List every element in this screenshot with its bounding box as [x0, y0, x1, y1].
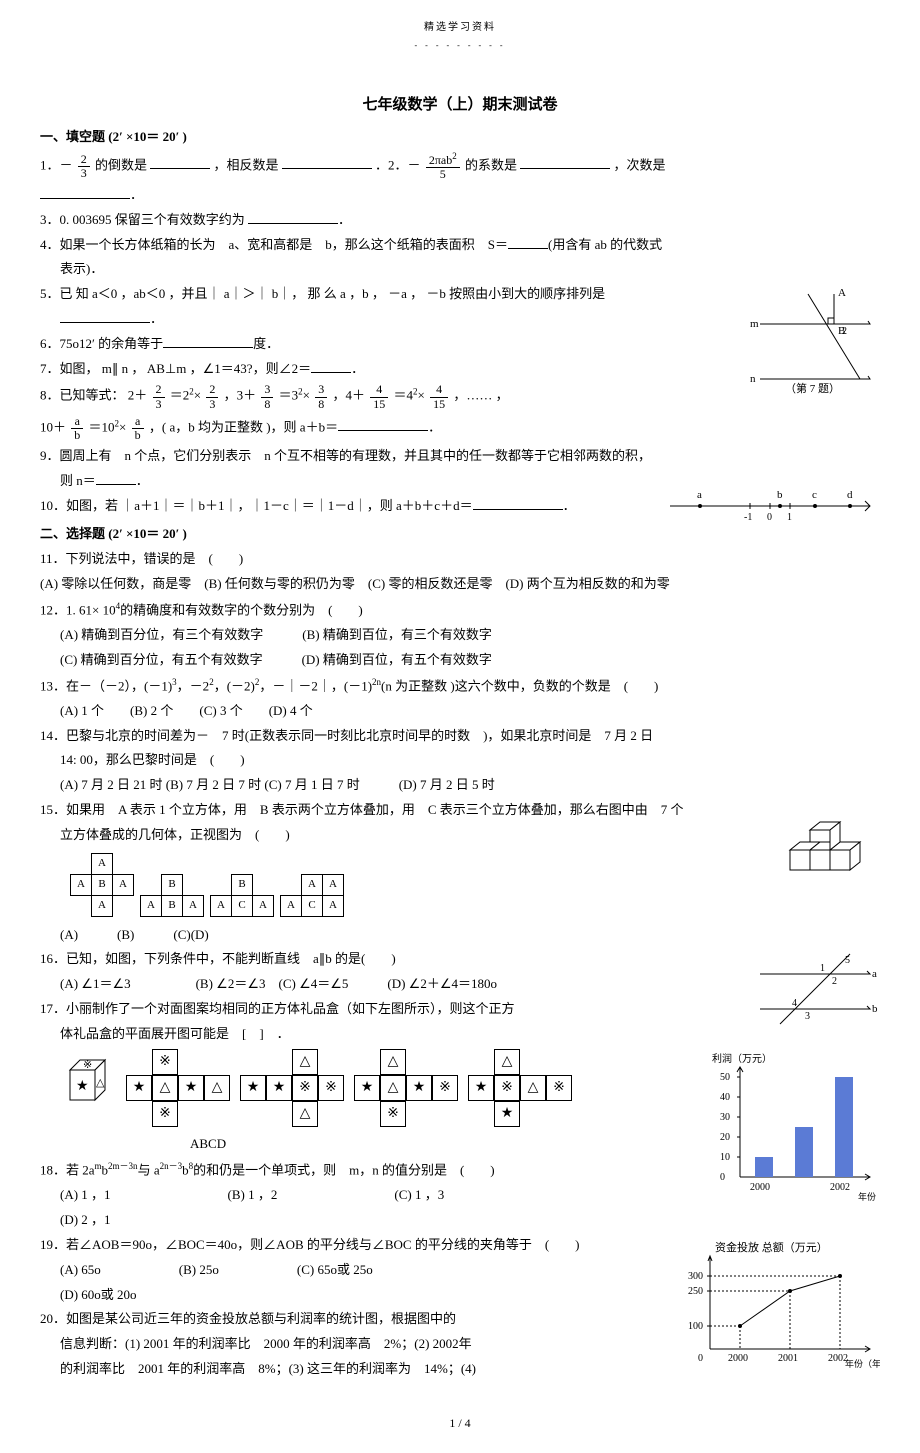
svg-text:※: ※: [83, 1059, 92, 1071]
q15: 15．如果用 A 表示 1 个立方体，用 B 表示两个立方体叠加，用 C 表示三…: [40, 800, 880, 821]
svg-text:△: △: [96, 1077, 105, 1089]
q12-l1: (A) 精确到百分位，有三个有效数字 (B) 精确到百位，有三个有效数字: [60, 625, 880, 646]
q16: 16．已知，如图，下列条件中，不能判断直线 a∥b 的是( ): [40, 949, 880, 970]
q9b: 则 n＝．: [60, 471, 880, 492]
q12: 12．1. 61× 104的精确度和有效数字的个数分别为 ( ): [40, 599, 880, 621]
blank: [60, 309, 150, 323]
q11-opts: (A) 零除以任何数，商是零 (B) 任何数与零的积仍为零 (C) 零的相反数还…: [40, 574, 880, 595]
q18-opts: (A) 1 ，1 (B) 1 ，2 (C) 1 ，3: [60, 1185, 880, 1206]
gift-labels: ABCD: [190, 1134, 880, 1155]
q17b: 体礼品盒的平面展开图可能是 [ ] ．: [60, 1024, 880, 1045]
q14-opts: (A) 7 月 2 日 21 时 (B) 7 月 2 日 7 时 (C) 7 月…: [60, 775, 880, 796]
net-C: △★△★※※: [355, 1050, 459, 1128]
q14: 14．巴黎与北京的时间差为－ 7 时(正数表示同一时刻比北京时间早的时数 )，如…: [40, 726, 880, 747]
q19-optd: (D) 60o或 20o: [60, 1285, 880, 1306]
q14b: 14: 00，那么巴黎时间是 ( ): [60, 750, 880, 771]
choice-B: B ABA: [140, 875, 204, 917]
blank: [150, 155, 210, 169]
q1-frac2: 2πab25: [426, 152, 460, 181]
header-small: 精选学习资料: [40, 20, 880, 36]
blank: [338, 417, 428, 431]
blank: [520, 155, 610, 169]
blank: [282, 155, 372, 169]
net-A: ※★△★△※: [127, 1050, 231, 1128]
q5b: ．: [60, 309, 880, 330]
blank: [473, 496, 563, 510]
net-D: △★※△※★: [469, 1050, 573, 1128]
q20b: 信息判断：(1) 2001 年的利润率比 2000 年的利润率高 2%；(2) …: [60, 1334, 880, 1355]
q20c: 的利润率比 2001 年的利润率高 8%；(3) 这三年的利润率为 14%；(4…: [60, 1359, 880, 1380]
gift-cube: ★ ※ △: [60, 1050, 115, 1110]
svg-text:利润（万元）: 利润（万元）: [712, 1052, 772, 1065]
q1: 1．－ 23 的倒数是 ，相反数是 ．2．－ 2πab25 的系数是 ，次数是: [40, 152, 880, 181]
blank: [311, 359, 351, 373]
svg-text:50: 50: [720, 1072, 730, 1083]
choice-C: B ACA: [210, 875, 274, 917]
section-fill-head: 一、填空题 (2′ ×10＝ 20′ ): [40, 127, 880, 148]
choice-A: A ABA A: [70, 854, 134, 917]
q15-choices: A ABA A B ABA B ACA AA ACA: [70, 854, 760, 917]
q13-opts: (A) 1 个 (B) 2 个 (C) 3 个 (D) 4 个: [60, 701, 880, 722]
q18: 18．若 2amb2m－3n与 a2n－3b8的和仍是一个单项式，则 m，n 的…: [40, 1159, 880, 1181]
q11: 11．下列说法中，错误的是 ( ): [40, 549, 880, 570]
q15-labels: (A) (B) (C)(D): [60, 925, 880, 946]
svg-text:★: ★: [76, 1079, 89, 1094]
blank: [96, 471, 136, 485]
svg-text:40: 40: [720, 1092, 730, 1103]
blank: [40, 185, 130, 199]
choice-D: AA ACA: [280, 875, 344, 917]
page-title: 七年级数学（上）期末测试卷: [40, 93, 880, 117]
q3: 3．0. 003695 保留三个有效数字约为 ．: [40, 210, 880, 231]
blank: [248, 210, 338, 224]
q8: 8．已知等式： 2＋ 23 ＝22× 23 ，3＋ 38 ＝32× 38 ，4＋…: [40, 383, 880, 410]
q18-optd: (D) 2 ，1: [60, 1210, 880, 1231]
section-choice-head: 二、选择题 (2′ ×10＝ 20′ ): [40, 524, 880, 545]
q7: 7．如图， m∥ n ， AB⊥m ，∠1＝43?，则∠2＝．: [40, 359, 880, 380]
net-B: △★★※※△: [241, 1050, 345, 1128]
q1-frac1: 23: [78, 153, 90, 180]
q6: 6．75o12′ 的余角等于度．: [40, 334, 880, 355]
blank: [508, 235, 548, 249]
q15b: 立方体叠成的几何体，正视图为 ( ): [60, 825, 880, 846]
gift-nets: ★ ※ △ ※★△★△※△★★※※△△★△★※※△★※△※★: [60, 1050, 700, 1128]
header-dots: - - - - - - - - -: [40, 40, 880, 53]
q10: 10．如图，若 ｜a＋1｜＝｜b＋1｜，｜1－c｜＝｜1－d｜，则 a＋b＋c＋…: [40, 496, 880, 517]
q4b: 表示)．: [60, 259, 880, 280]
q19: 19．若∠AOB＝90o，∠BOC＝40o，则∠AOB 的平分线与∠BOC 的平…: [40, 1235, 880, 1256]
q4: 4．如果一个长方体纸箱的长为 a、宽和高都是 b，那么这个纸箱的表面积 S＝(用…: [40, 235, 880, 256]
q16-opts: (A) ∠1＝∠3 (B) ∠2＝∠3 (C) ∠4＝∠5 (D) ∠2＋∠4＝…: [60, 974, 880, 995]
q12-l2: (C) 精确到百分位，有五个有效数字 (D) 精确到百位，有五个有效数字: [60, 650, 880, 671]
svg-text:30: 30: [720, 1112, 730, 1123]
q1-cont: ．: [40, 185, 880, 206]
q8b: 10＋ ab ＝102× ab ，( a，b 均为正整数 )，则 a＋b＝．: [40, 415, 880, 442]
page-number: 1 / 4: [40, 1414, 880, 1433]
q13: 13．在－（－2），(－1)3，－22，(－2)2，－｜－2｜，(－1)2n(n…: [40, 675, 880, 697]
q19-opts: (A) 65o (B) 25o (C) 65o或 25o: [60, 1260, 880, 1281]
q1-pre: 1．－: [40, 157, 73, 172]
q9: 9．圆周上有 n 个点，它们分别表示 n 个互不相等的有理数，并且其中的任一数都…: [40, 446, 880, 467]
q5: 5．已 知 a＜0 ，ab＜0 ，并且｜ a｜＞｜ b｜， 那 么 a ，b ，…: [40, 284, 880, 305]
q17: 17．小丽制作了一个对面图案均相同的正方体礼品盒（如下左图所示），则这个正方: [40, 999, 880, 1020]
blank: [163, 334, 253, 348]
q20: 20．如图是某公司近三年的资金投放总额与利润率的统计图，根据图中的: [40, 1309, 880, 1330]
